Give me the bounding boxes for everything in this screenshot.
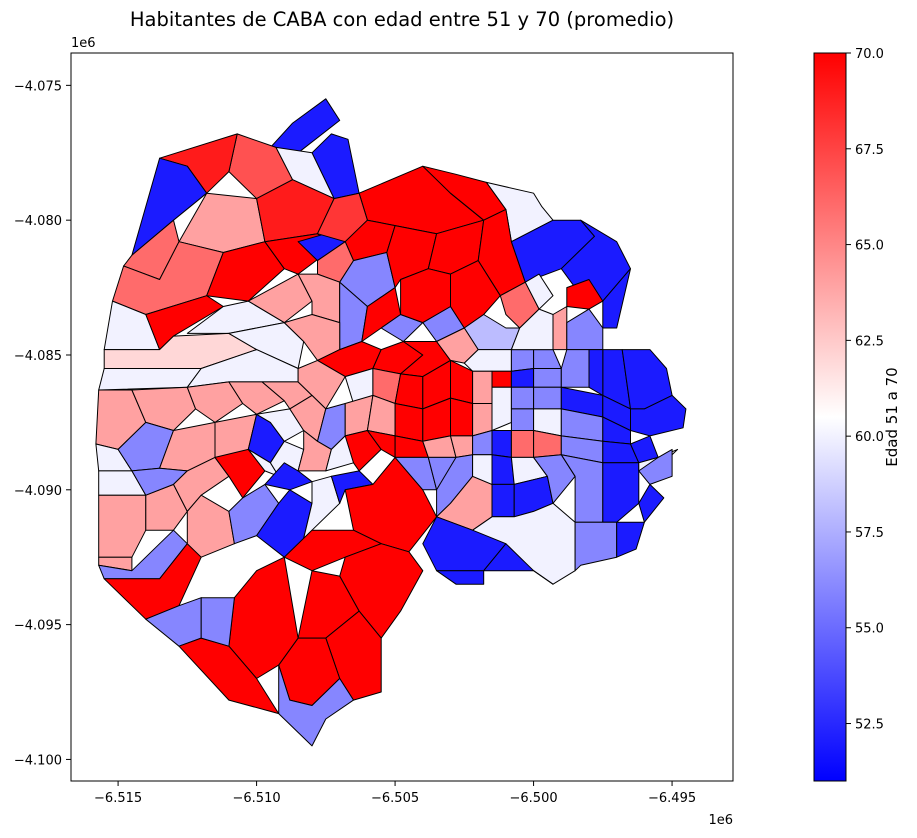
district-region-96 — [510, 408, 535, 431]
district-region-14 — [206, 241, 285, 302]
district-region-67 — [394, 373, 424, 410]
district-region-55 — [552, 306, 568, 351]
colorbar-label: Edad 51 a 70 — [883, 367, 901, 466]
y-tick-label: −4.095 — [14, 619, 62, 634]
x-tick-label: −6.510 — [233, 791, 281, 806]
district-region-75 — [588, 349, 604, 396]
district-region-17 — [317, 192, 368, 243]
district-region-39 — [524, 273, 554, 310]
colorbar-tick-label: 62.5 — [855, 334, 884, 349]
district-region-73 — [533, 368, 562, 388]
colorbar-tick-label: 70.0 — [855, 47, 884, 62]
district-region-71 — [491, 370, 512, 388]
district-region-41 — [602, 268, 631, 329]
district-region-152 — [283, 529, 382, 572]
district-region-88 — [450, 397, 474, 437]
colorbar-tick-label: 55.0 — [855, 622, 884, 637]
district-region-85 — [366, 394, 396, 437]
district-regions — [95, 98, 687, 747]
district-region-72 — [510, 368, 535, 388]
district-region-141 — [533, 454, 576, 504]
y-tick-label: −4.090 — [14, 484, 62, 499]
district-region-74 — [560, 349, 590, 388]
x-tick-label: −6.500 — [510, 791, 558, 806]
y-tick-label: −4.100 — [14, 753, 62, 768]
district-region-108 — [264, 462, 313, 491]
district-region-52 — [510, 349, 535, 372]
district-region-70 — [472, 370, 493, 404]
district-region-86 — [394, 403, 424, 442]
district-region-138 — [491, 483, 515, 518]
district-region-62 — [228, 381, 285, 415]
district-region-92 — [533, 386, 562, 410]
district-region-40 — [566, 279, 604, 310]
y-tick-label: −4.085 — [14, 349, 62, 364]
colorbar-tick-label: 52.5 — [855, 718, 884, 733]
district-region-146 — [638, 483, 665, 523]
district-region-4 — [131, 157, 208, 256]
district-region-162 — [436, 570, 485, 585]
x-tick-label: −6.505 — [371, 791, 419, 806]
colorbar-tick-label: 57.5 — [855, 526, 884, 541]
colorbar-ticks: 52.5 55.0 57.5 60.0 62.5 65.0 67.5 70.0 — [846, 47, 884, 733]
colorbar-tick-label: 60.0 — [855, 430, 884, 445]
x-tick-label: −6.495 — [648, 791, 696, 806]
district-region-60 — [131, 386, 197, 431]
x-axis-ticks: −6.515 −6.510 −6.505 −6.500 −6.495 — [94, 781, 696, 806]
x-tick-label: −6.515 — [94, 791, 142, 806]
district-region-111 — [344, 430, 382, 472]
district-region-44 — [228, 322, 305, 369]
district-region-81 — [256, 408, 305, 442]
y-axis-ticks: −4.075 −4.080 −4.085 −4.090 −4.095 −4.100 — [14, 79, 71, 768]
chart-title: Habitantes de CABA con edad entre 51 y 7… — [130, 8, 674, 31]
district-region-91 — [510, 386, 535, 410]
x-axis-offset: 1e6 — [708, 813, 733, 828]
district-region-90 — [491, 386, 512, 431]
district-region-118 — [510, 430, 535, 458]
district-region-56 — [566, 308, 604, 351]
district-region-117 — [491, 430, 512, 458]
district-region-95 — [630, 394, 687, 437]
y-axis-offset: 1e6 — [71, 36, 96, 51]
district-region-143 — [602, 462, 640, 523]
district-region-161 — [200, 597, 235, 647]
district-region-145 — [638, 448, 673, 485]
district-region-27 — [145, 295, 224, 351]
y-tick-label: −4.080 — [14, 214, 62, 229]
district-region-105 — [214, 448, 266, 499]
district-region-1 — [269, 98, 341, 154]
district-region-61 — [186, 381, 244, 423]
plot-frame — [70, 52, 734, 782]
district-region-43 — [98, 368, 202, 391]
colorbar-tick-label: 65.0 — [855, 239, 884, 254]
y-tick-label: −4.075 — [14, 79, 62, 94]
district-region-151 — [616, 521, 645, 558]
district-region-101 — [98, 494, 147, 558]
colorbar-tick-label: 67.5 — [855, 143, 884, 158]
district-region-137 — [491, 454, 515, 485]
district-region-157 — [278, 664, 354, 747]
colorbar — [813, 52, 847, 782]
